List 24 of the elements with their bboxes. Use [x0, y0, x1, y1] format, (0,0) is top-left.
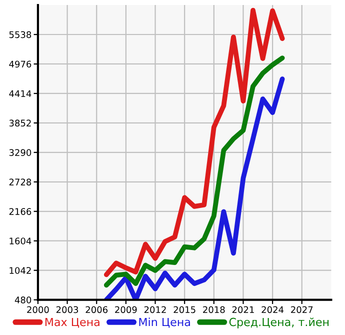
x-tick-label: 2000 [27, 306, 49, 314]
x-tick-label: 2009 [115, 306, 137, 314]
x-tick-label: 2027 [291, 306, 313, 314]
x-tick-label: 2006 [86, 306, 108, 314]
legend-label: Max Цена [45, 318, 100, 328]
y-tick-label: 480 [14, 296, 32, 304]
y-tick-label: 4414 [9, 90, 32, 97]
x-tick-label: 2021 [232, 306, 254, 314]
x-tick-label: 2015 [174, 306, 196, 314]
y-tick-label: 1042 [10, 267, 31, 274]
x-tick-label: 2003 [56, 306, 78, 314]
y-tick-label: 3852 [9, 120, 31, 127]
y-tick-label: 2166 [9, 208, 32, 215]
y-tick-label: 5538 [9, 31, 32, 38]
legend-label: Сред.Цена, т.йен [229, 318, 329, 328]
y-tick-label: 1604 [10, 238, 32, 244]
x-tick-label: 2012 [144, 306, 166, 314]
x-tick-label: 2018 [203, 306, 225, 314]
line-series [104, 8, 285, 278]
y-tick-label: 2728 [9, 178, 32, 186]
x-tick-label: 2024 [262, 306, 284, 314]
legend-label: Min Цена [139, 318, 190, 328]
y-tick-label: 3290 [9, 149, 32, 156]
y-tick-label: 4976 [9, 60, 32, 68]
